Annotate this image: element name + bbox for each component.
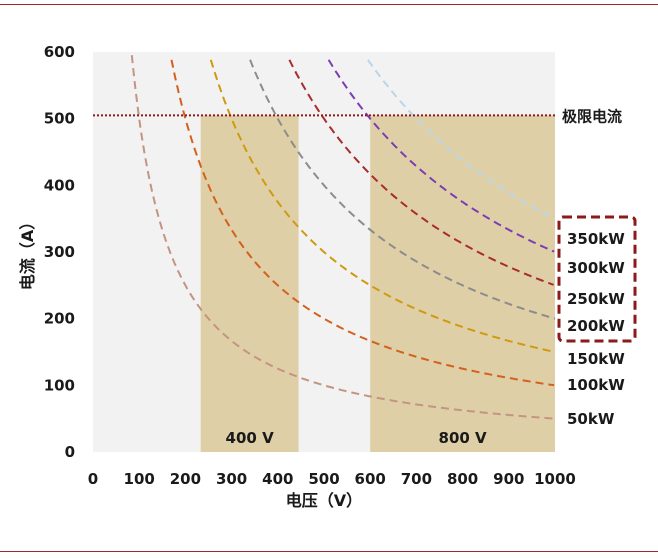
bottom-rule xyxy=(0,551,658,552)
voltage-band-label: 800 V xyxy=(439,429,488,447)
x-axis-title: 电压（V） xyxy=(286,491,362,510)
voltage-band-1 xyxy=(370,115,555,452)
y-tick-label: 300 xyxy=(44,243,75,261)
x-tick-label: 900 xyxy=(493,470,524,488)
series-label-200kW: 200kW xyxy=(567,317,625,335)
y-tick-label: 100 xyxy=(44,376,75,394)
top-rule xyxy=(0,4,658,5)
series-label-150kW: 150kW xyxy=(567,350,625,368)
voltage-band-0 xyxy=(200,115,299,452)
y-tick-label: 400 xyxy=(44,176,75,194)
series-250kW xyxy=(288,59,554,286)
series-label-250kW: 250kW xyxy=(567,290,625,308)
series-label-300kW: 300kW xyxy=(567,259,625,277)
highlight-box xyxy=(557,215,637,343)
x-tick-label: 300 xyxy=(216,470,247,488)
series-200kW xyxy=(249,59,556,320)
y-axis-title: 电流（A） xyxy=(18,214,37,290)
x-tick-label: 1000 xyxy=(534,470,576,488)
x-tick-label: 500 xyxy=(308,470,339,488)
voltage-band-label: 400 V xyxy=(226,429,275,447)
y-tick-label: 500 xyxy=(44,110,75,128)
limit-current-label: 极限电流 xyxy=(562,107,622,125)
x-tick-label: 0 xyxy=(88,470,98,488)
x-tick-label: 100 xyxy=(124,470,155,488)
series-50kW xyxy=(130,55,556,420)
series-label-100kW: 100kW xyxy=(567,376,625,394)
y-tick-label: 200 xyxy=(44,310,75,328)
x-tick-label: 200 xyxy=(170,470,201,488)
x-tick-label: 800 xyxy=(447,470,478,488)
series-350kW xyxy=(367,59,555,220)
x-tick-label: 400 xyxy=(262,470,293,488)
series-300kW xyxy=(327,59,555,253)
y-tick-label: 600 xyxy=(44,43,75,61)
series-label-50kW: 50kW xyxy=(567,410,615,428)
y-tick-label: 0 xyxy=(65,443,75,461)
series-150kW xyxy=(209,59,555,353)
series-100kW xyxy=(170,59,555,387)
x-tick-label: 700 xyxy=(401,470,432,488)
x-tick-label: 600 xyxy=(355,470,386,488)
series-label-350kW: 350kW xyxy=(567,230,625,248)
